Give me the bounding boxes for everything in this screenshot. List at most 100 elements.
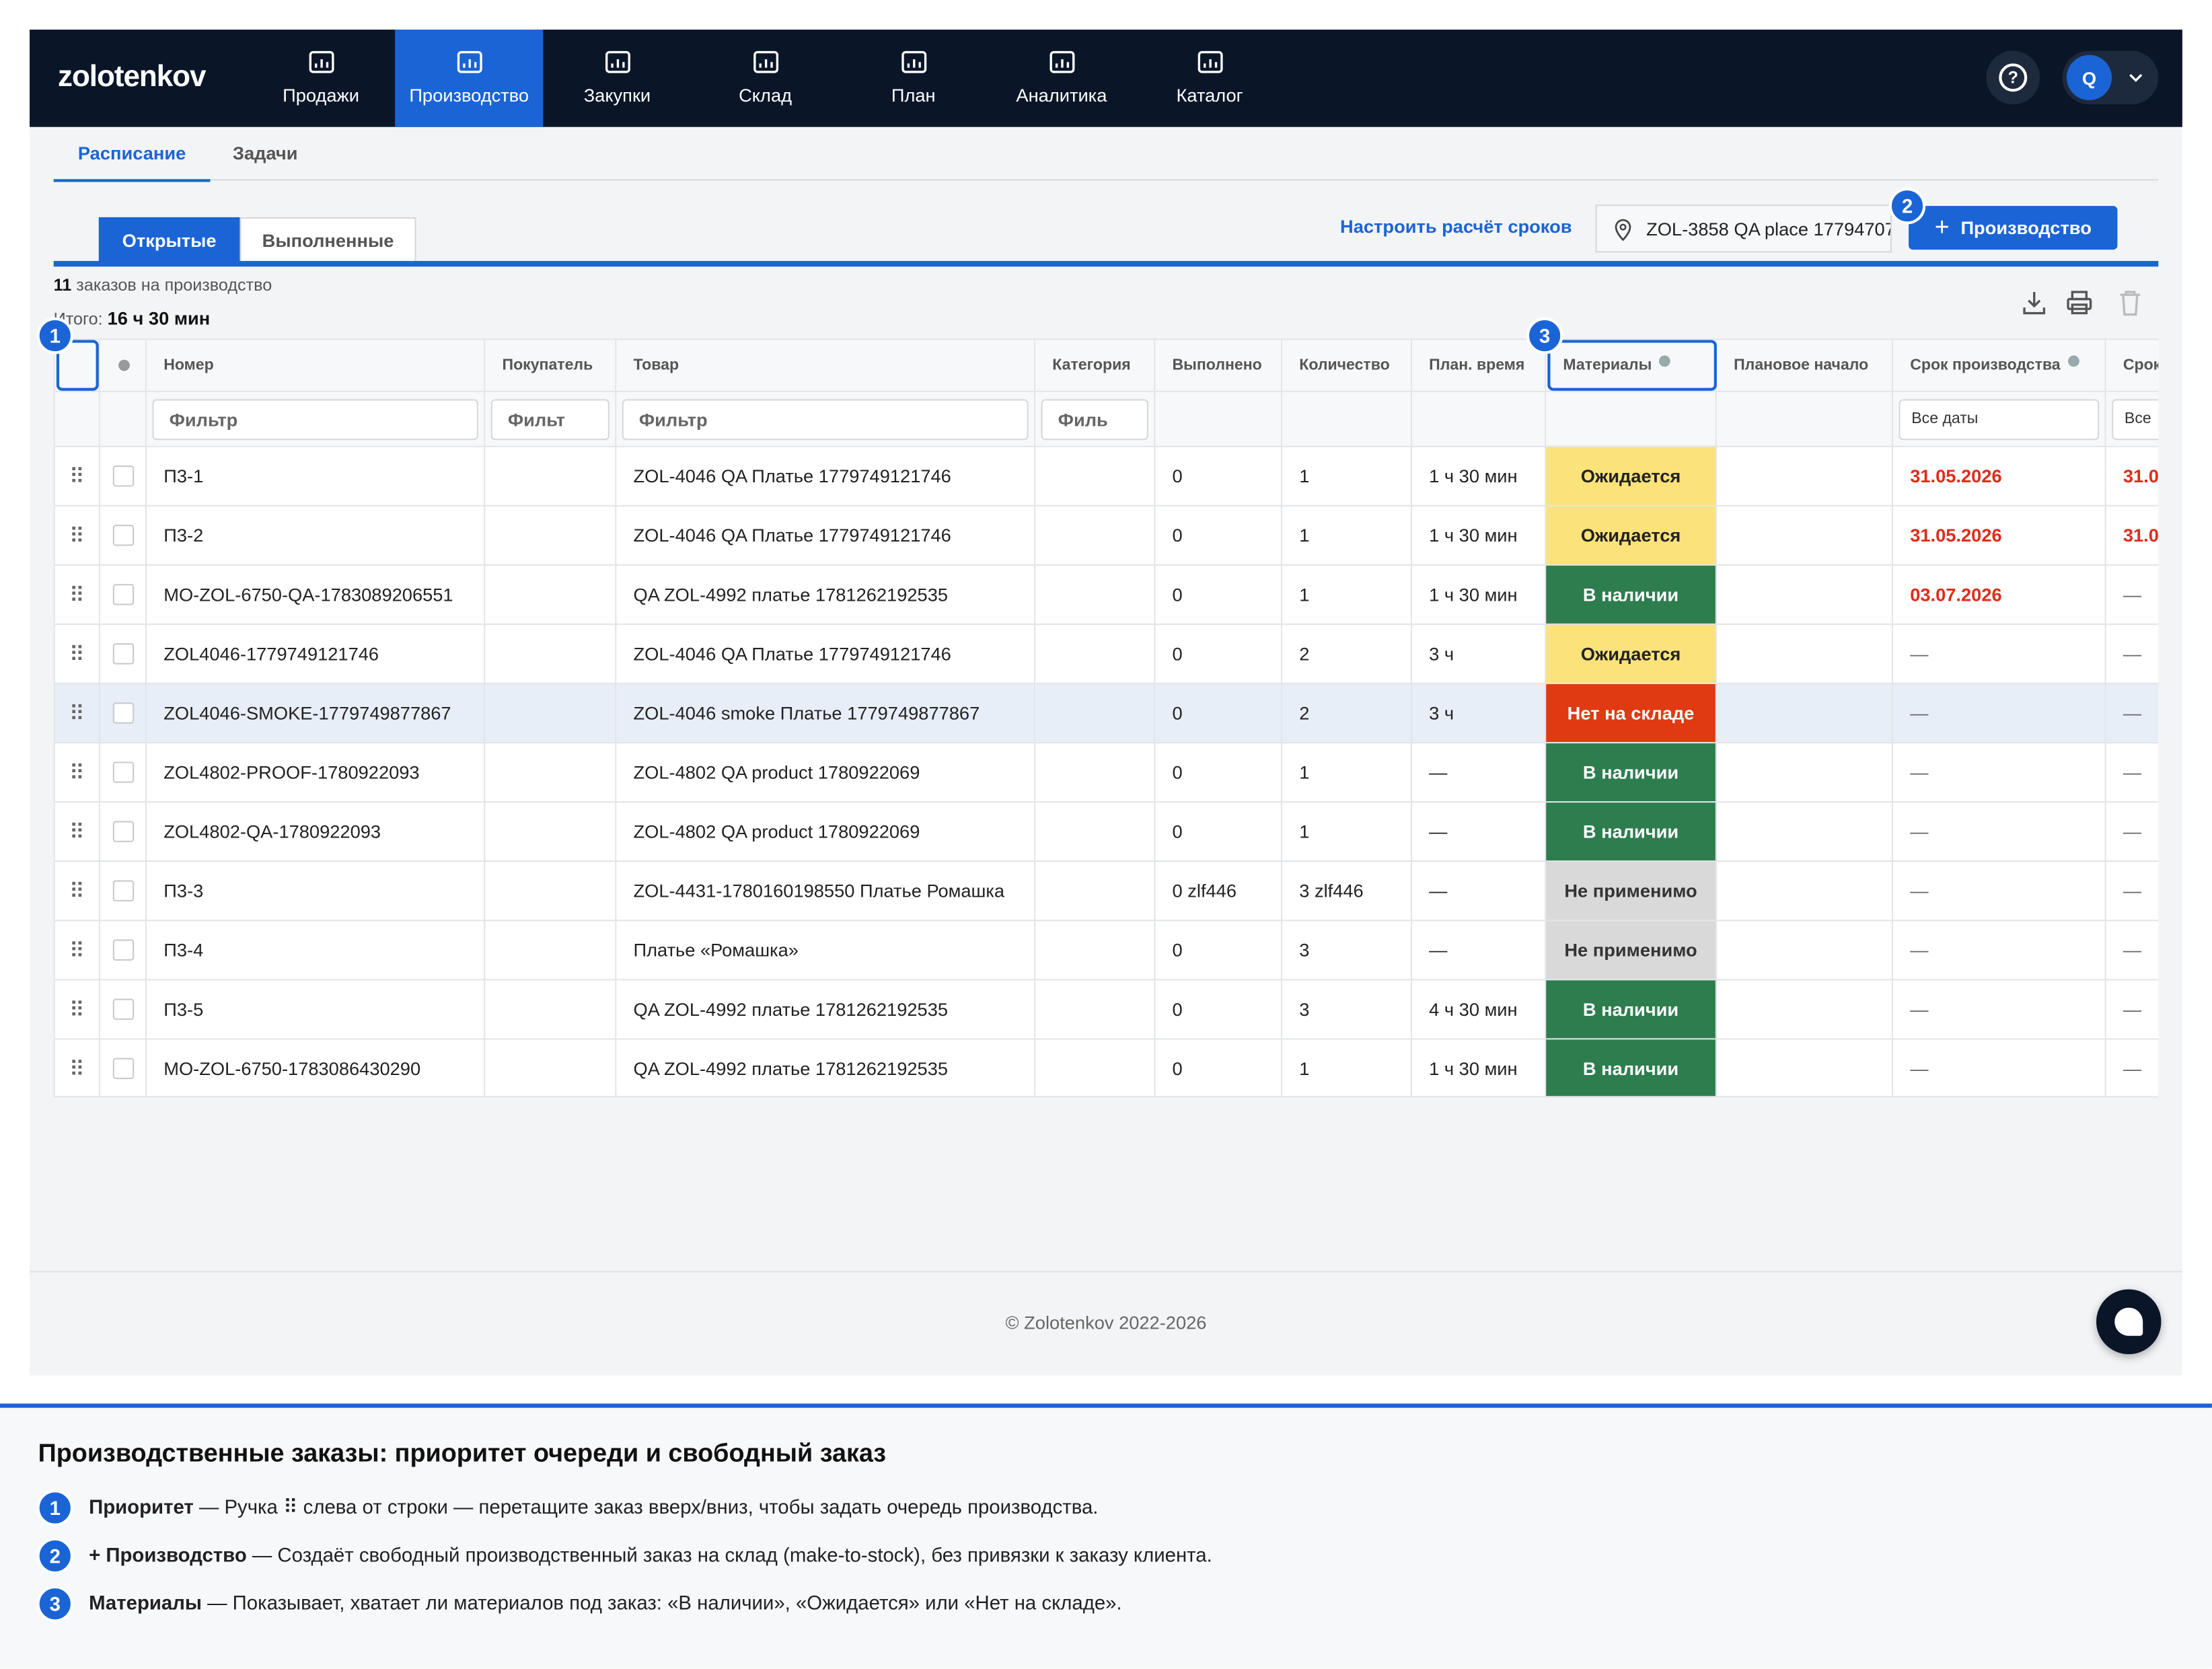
user-menu[interactable]: Q [2062, 50, 2159, 105]
table-cell: 3 ч [1411, 683, 1547, 744]
table-cell: П3-2 [147, 506, 486, 566]
checkbox[interactable] [112, 525, 134, 546]
checkbox-cell [100, 506, 147, 566]
total-time: Итого: 16 ч 30 мин [54, 307, 211, 328]
cell-text: 0 [1172, 702, 1183, 724]
checkbox-cell [100, 624, 147, 684]
nav-item-active[interactable]: Производство [395, 30, 544, 127]
plus-icon: + [1934, 213, 1950, 242]
help-number: 3 [36, 1585, 74, 1623]
deadline-settings-link[interactable]: Настроить расчёт сроков [1340, 215, 1572, 237]
help-term: Материалы [89, 1591, 202, 1614]
location-text: ZOL-3858 QA place 17794707 [1646, 219, 1892, 240]
nav-item[interactable]: Закупки [543, 30, 691, 127]
drag-handle[interactable]: ⠿ [54, 743, 100, 803]
filter-input[interactable]: Фильт [490, 398, 610, 440]
filter-input[interactable]: Филь [1041, 398, 1148, 440]
cell-text: П3-3 [163, 880, 204, 901]
drag-handle[interactable]: ⠿ [54, 447, 100, 507]
status-text: Не применимо [1564, 939, 1697, 961]
table-cell [1716, 447, 1894, 507]
cell-text: — [1910, 643, 1929, 665]
cell-text: — [1910, 880, 1929, 901]
subtab-active[interactable]: Расписание [53, 138, 211, 182]
checkbox[interactable] [112, 702, 134, 724]
location-select[interactable]: ZOL-3858 QA place 17794707 [1595, 205, 1892, 253]
delete-icon[interactable] [2120, 291, 2140, 316]
nav-item[interactable]: Склад [691, 30, 839, 127]
drag-handle[interactable]: ⠿ [54, 506, 100, 566]
checkbox[interactable] [112, 643, 134, 665]
table-cell: 03.07.2026 [1893, 565, 2106, 625]
table-cell: — [1893, 683, 2106, 744]
cell-text: 1 [1299, 821, 1310, 842]
total: 16 ч 30 мин [107, 307, 211, 329]
table-cell: — [1893, 862, 2106, 922]
drag-handle[interactable]: ⠿ [54, 803, 100, 862]
column-title: Срок производства [1910, 357, 2061, 374]
cell-text: — [2123, 584, 2142, 605]
table-cell [1716, 921, 1894, 981]
checkbox[interactable] [112, 465, 134, 487]
help-text: — Показывает, хватает ли материалов под … [207, 1591, 1122, 1614]
checkbox[interactable] [112, 762, 134, 783]
drag-handle[interactable]: ⠿ [54, 862, 100, 922]
drag-handle[interactable]: ⠿ [54, 565, 100, 625]
print-icon[interactable] [2067, 291, 2092, 315]
column-title: Номер [163, 357, 214, 374]
table-cell [1035, 624, 1156, 684]
checkbox-cell [100, 743, 147, 803]
cell-text: — [2123, 939, 2142, 961]
filter-input[interactable]: Все [2112, 398, 2159, 440]
checkbox[interactable] [112, 584, 134, 605]
nav-item[interactable]: Каталог [1136, 30, 1284, 127]
cell-text: — [1910, 821, 1929, 842]
drag-handle[interactable]: ⠿ [54, 624, 100, 684]
table-cell: — [2106, 625, 2159, 684]
filter-input[interactable]: Фильтр [152, 398, 478, 440]
filter-input[interactable]: Фильтр [622, 398, 1029, 440]
column-header: Покупатель [485, 340, 617, 392]
checkbox[interactable] [112, 821, 134, 842]
cell-text: 0 [1172, 762, 1183, 783]
header-cell [100, 340, 147, 392]
checkbox[interactable] [112, 1058, 134, 1080]
create-production-button[interactable]: + Производство [1909, 206, 2118, 250]
nav-item[interactable]: Аналитика [988, 30, 1136, 127]
table-cell: 1 [1282, 1039, 1412, 1097]
table-cell: 4 ч 30 мин [1411, 980, 1547, 1040]
drag-handle[interactable]: ⠿ [55, 1039, 100, 1097]
checkbox-cell [100, 862, 147, 922]
nav-item[interactable]: Продажи [247, 30, 395, 127]
table-cell: 1 [1282, 447, 1412, 507]
cell-text: — [1910, 762, 1929, 783]
table-cell [485, 862, 617, 922]
chat-button[interactable] [2096, 1289, 2162, 1355]
nav-item[interactable]: План [840, 30, 988, 127]
checkbox[interactable] [112, 939, 134, 961]
cell-text: 31.05.2026 [1910, 525, 2002, 546]
status-tab[interactable]: Выполненные [239, 217, 416, 263]
table-cell: 1 [1282, 803, 1412, 862]
cell-text: 1 [1299, 762, 1310, 783]
table-cell [1035, 921, 1156, 981]
drag-handle[interactable]: ⠿ [54, 980, 100, 1040]
cell-text: 1 ч 30 мин [1429, 1058, 1518, 1080]
table-cell: 2 [1282, 683, 1412, 744]
table-cell: П3-3 [147, 862, 486, 922]
subtab[interactable]: Задачи [232, 142, 298, 164]
checkbox[interactable] [112, 998, 134, 1021]
table-cell: П3-1 [147, 447, 486, 507]
nav-icon [457, 50, 482, 73]
help-button[interactable]: ? [1986, 50, 2040, 105]
brand[interactable]: zolotenkov [57, 61, 207, 94]
drag-handle[interactable]: ⠿ [54, 683, 100, 744]
cell-text: 2 [1299, 702, 1310, 724]
table-cell: 1 ч 30 мин [1411, 447, 1547, 507]
download-icon[interactable] [2023, 292, 2046, 315]
drag-handle[interactable]: ⠿ [54, 921, 100, 981]
status-tab-active[interactable]: Открытые [98, 217, 240, 263]
filter-input[interactable]: Все даты [1898, 398, 2100, 440]
table-cell: ZOL-4046 smoke Платье 1779749877867 [616, 683, 1036, 744]
checkbox[interactable] [112, 880, 134, 901]
